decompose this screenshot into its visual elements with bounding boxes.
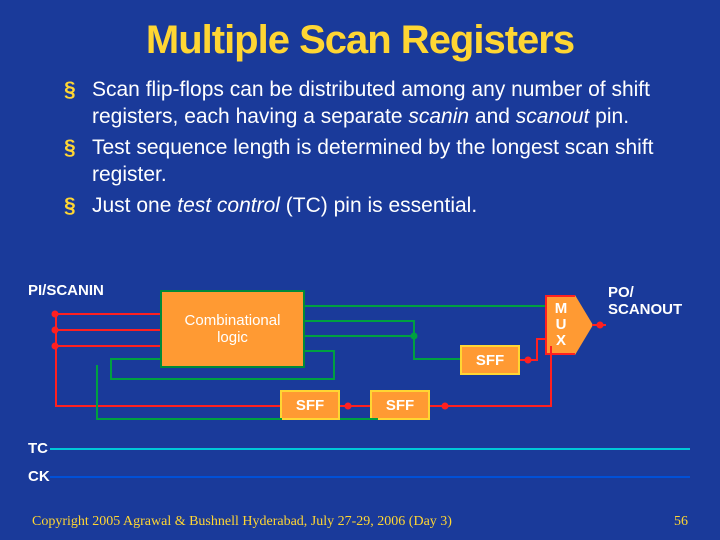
wire	[413, 320, 415, 360]
bullet-item: §Just one test control (TC) pin is essen…	[64, 193, 682, 220]
wire	[536, 338, 546, 340]
wire	[55, 329, 160, 331]
bullet-list: §Scan flip-flops can be distributed amon…	[0, 63, 720, 219]
wire	[55, 405, 280, 407]
node	[597, 322, 604, 329]
sff-box-1: SFF	[460, 345, 520, 375]
footer-copyright: Copyright 2005 Agrawal & Bushnell Hydera…	[32, 514, 452, 530]
wire	[110, 378, 335, 380]
comb-logic-box: Combinational logic	[160, 290, 305, 368]
wire	[550, 346, 552, 407]
wire	[96, 418, 282, 420]
sff-box-2: SFF	[370, 390, 430, 420]
wire	[340, 418, 378, 420]
wire	[333, 350, 335, 380]
wire	[96, 365, 98, 420]
node	[345, 403, 352, 410]
node	[411, 333, 418, 340]
diagram: PI/SCANIN PO/ SCANOUT Combinational logi…	[0, 290, 720, 490]
wire	[110, 358, 160, 360]
wire	[50, 448, 690, 450]
bullet-item: §Test sequence length is determined by t…	[64, 135, 682, 189]
wire	[305, 335, 415, 337]
node	[525, 357, 532, 364]
wire	[55, 345, 160, 347]
wire	[55, 313, 160, 315]
label-pi-scanin: PI/SCANIN	[28, 282, 104, 299]
wire	[50, 476, 690, 478]
bullet-item: §Scan flip-flops can be distributed amon…	[64, 77, 682, 131]
label-ck: CK	[28, 468, 50, 485]
wire	[536, 338, 538, 361]
wire	[110, 358, 112, 380]
wire	[55, 362, 57, 407]
wire	[55, 314, 57, 362]
label-tc: TC	[28, 440, 48, 457]
node	[442, 403, 449, 410]
page-number: 56	[674, 514, 688, 530]
wire	[305, 350, 335, 352]
wire	[305, 305, 545, 307]
label-po-scanout: PO/ SCANOUT	[608, 284, 682, 318]
wire	[305, 320, 415, 322]
sff-box-3: SFF	[280, 390, 340, 420]
slide-title: Multiple Scan Registers	[0, 0, 720, 63]
wire	[413, 358, 460, 360]
